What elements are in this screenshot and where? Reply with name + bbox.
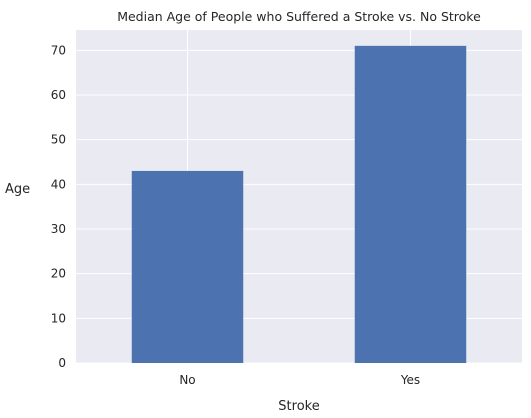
x-axis-label: Stroke bbox=[278, 399, 319, 414]
bar-no bbox=[131, 170, 244, 363]
y-tick-label: 10 bbox=[51, 311, 66, 325]
y-axis-label: Age bbox=[5, 182, 30, 197]
chart-title: Median Age of People who Suffered a Stro… bbox=[117, 9, 481, 24]
y-tick-labels: 0 10 20 30 40 50 60 70 bbox=[51, 43, 66, 370]
x-tick-label-yes: Yes bbox=[400, 373, 420, 387]
y-tick-label: 20 bbox=[51, 267, 66, 281]
x-tick-labels: No Yes bbox=[179, 373, 420, 387]
y-tick-label: 30 bbox=[51, 222, 66, 236]
bar-yes bbox=[354, 45, 467, 363]
y-tick-label: 0 bbox=[58, 356, 66, 370]
y-tick-label: 40 bbox=[51, 177, 66, 191]
x-tick-label-no: No bbox=[179, 373, 195, 387]
y-tick-label: 60 bbox=[51, 88, 66, 102]
bars bbox=[131, 45, 467, 363]
y-tick-label: 50 bbox=[51, 133, 66, 147]
y-tick-label: 70 bbox=[51, 43, 66, 57]
